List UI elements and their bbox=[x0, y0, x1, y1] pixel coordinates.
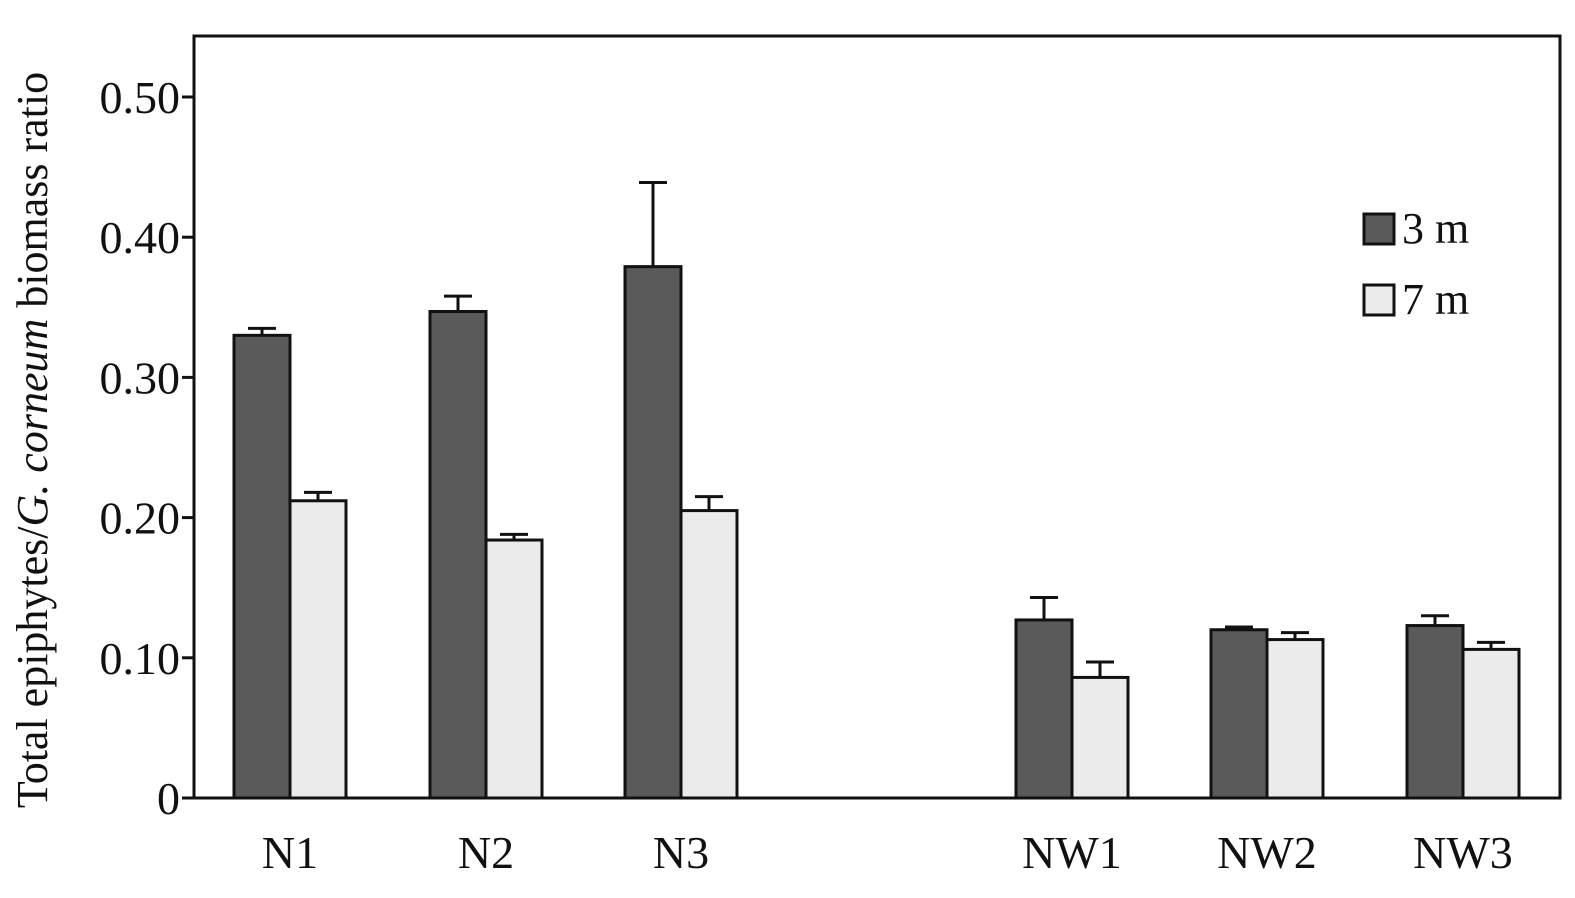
y-tick-label: 0 bbox=[157, 773, 180, 824]
bar-n1-7m bbox=[288, 499, 348, 800]
y-axis-label-part: biomass ratio bbox=[8, 72, 57, 319]
bar-n2-3m bbox=[428, 310, 488, 800]
bar-nw3-3m bbox=[1405, 624, 1465, 800]
y-tick-label: 0.10 bbox=[100, 633, 181, 684]
legend-label: 3 m bbox=[1402, 204, 1469, 253]
x-category-label: N2 bbox=[458, 827, 514, 878]
bar-nw3-7m bbox=[1461, 647, 1521, 800]
plot-frame bbox=[192, 34, 1562, 800]
legend-swatch bbox=[1362, 212, 1396, 246]
y-axis-label: Total epiphytes/G. corneum biomass ratio bbox=[8, 72, 57, 808]
bars bbox=[232, 181, 1521, 800]
x-category-label: NW3 bbox=[1413, 827, 1513, 878]
bar-nw2-3m bbox=[1209, 628, 1269, 800]
bar-nw1-7m bbox=[1070, 675, 1130, 800]
x-category-label: NW1 bbox=[1022, 827, 1122, 878]
y-tick-label: 0.40 bbox=[100, 212, 181, 263]
legend: 3 m7 m bbox=[1362, 204, 1469, 324]
bar-n1-3m bbox=[232, 333, 292, 800]
y-tick-label: 0.50 bbox=[100, 72, 181, 123]
legend-swatch bbox=[1362, 283, 1396, 317]
x-category-label: NW2 bbox=[1217, 827, 1317, 878]
bar-nw1-3m bbox=[1014, 618, 1074, 800]
bar-n3-3m bbox=[623, 265, 683, 800]
bar-nw2-7m bbox=[1265, 638, 1325, 800]
x-category-label: N3 bbox=[653, 827, 709, 878]
y-axis-label-part: G. corneum bbox=[8, 319, 57, 527]
bar-n3-7m bbox=[679, 509, 739, 800]
y-axis-ticks: 0 0.10 0.20 0.30 0.40 0.50 bbox=[100, 72, 194, 824]
bar-n2-7m bbox=[484, 538, 544, 800]
y-tick-label: 0.30 bbox=[100, 352, 181, 403]
y-axis-label-part: Total epiphytes/ bbox=[8, 526, 57, 808]
x-axis-labels: N1 N2 N3 NW1 NW2 NW3 bbox=[262, 827, 1513, 878]
x-category-label: N1 bbox=[262, 827, 318, 878]
y-tick-label: 0.20 bbox=[100, 493, 181, 544]
legend-label: 7 m bbox=[1402, 275, 1469, 324]
